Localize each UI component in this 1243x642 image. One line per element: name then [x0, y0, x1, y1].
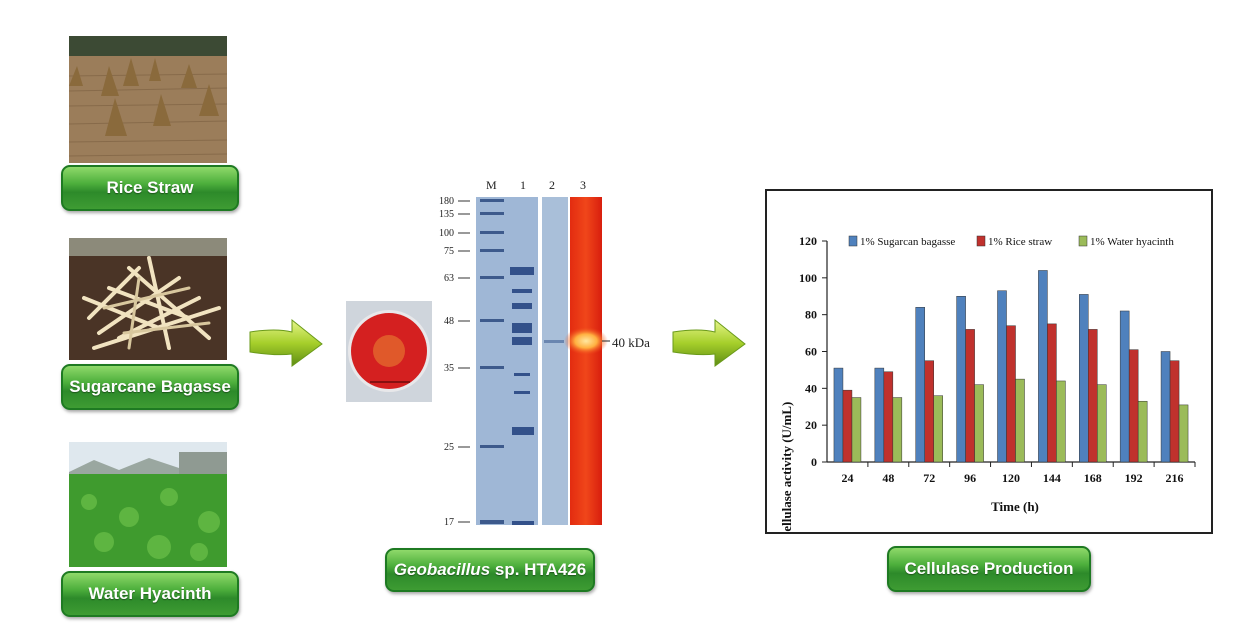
organism-label: Geobacillus sp. HTA426 — [385, 548, 595, 592]
gel-lane-label: M — [486, 178, 497, 192]
arrow-right-icon — [672, 318, 746, 367]
arrow-right-icon — [249, 318, 323, 367]
bar — [965, 329, 975, 463]
y-tick-label: 120 — [799, 234, 817, 248]
y-tick-label: 40 — [805, 381, 817, 395]
gel-lane-label: 1 — [520, 178, 526, 192]
bar — [833, 367, 844, 463]
bar — [1038, 270, 1048, 463]
marker-size-label: 135 — [439, 209, 454, 220]
bar — [874, 367, 885, 463]
bar — [1178, 404, 1189, 463]
marker-size-label: 100 — [439, 228, 454, 239]
x-tick-label: 24 — [841, 471, 853, 485]
y-tick-label: 100 — [799, 271, 817, 285]
water-hyacinth-photo — [69, 442, 227, 567]
marker-size-label: 17 — [444, 517, 454, 528]
band-size-label: 40 kDa — [612, 335, 650, 350]
x-tick-label: 120 — [1002, 471, 1020, 485]
bar — [974, 384, 984, 463]
legend-label: 1% Rice straw — [988, 236, 1052, 248]
sugarcane-bagasse-label: Sugarcane Bagasse — [61, 364, 239, 410]
marker-size-label: 75 — [444, 246, 454, 257]
marker-size-label: 48 — [444, 316, 454, 327]
product-label: Cellulase Production — [887, 546, 1091, 592]
bar — [1119, 310, 1130, 463]
x-tick-label: 72 — [923, 471, 935, 485]
bar — [1128, 349, 1139, 463]
marker-size-label: 35 — [444, 363, 454, 374]
sds-page-gel — [458, 197, 610, 525]
bar — [1160, 351, 1171, 463]
y-tick-label: 80 — [805, 308, 817, 322]
bar — [1006, 325, 1016, 463]
y-tick-label: 20 — [805, 418, 817, 432]
bar — [1137, 400, 1148, 463]
organism-strain: sp. HTA426 — [490, 560, 587, 579]
rice-straw-label: Rice Straw — [61, 165, 239, 211]
marker-size-label: 63 — [444, 273, 454, 284]
bar — [883, 371, 894, 463]
petri-dish-image — [346, 301, 432, 402]
x-tick-label: 216 — [1166, 471, 1184, 485]
x-tick-label: 192 — [1125, 471, 1143, 485]
bar — [1015, 378, 1025, 463]
marker-size-label: 180 — [439, 196, 454, 207]
x-tick-label: 96 — [964, 471, 976, 485]
x-tick-label: 144 — [1043, 471, 1061, 485]
gel-lane-label: 2 — [549, 178, 555, 192]
bar — [1088, 329, 1098, 463]
x-tick-label: 168 — [1084, 471, 1102, 485]
bar — [997, 290, 1007, 463]
gel-lane-label: 3 — [580, 178, 586, 192]
bar — [915, 307, 925, 463]
legend-swatch — [976, 235, 986, 247]
y-tick-label: 0 — [811, 455, 817, 469]
bar — [1047, 323, 1057, 463]
y-tick-label: 60 — [805, 345, 817, 359]
legend-swatch — [1078, 235, 1088, 247]
organism-genus: Geobacillus — [393, 560, 491, 579]
legend-swatch — [848, 235, 858, 247]
bar — [1056, 380, 1066, 463]
legend-label: 1% Water hyacinth — [1090, 236, 1174, 248]
bar — [1169, 360, 1180, 463]
bar — [1097, 384, 1107, 463]
y-axis-label: Cellulase activity (U/mL) — [779, 402, 794, 532]
bar — [842, 389, 853, 463]
cellulase-bar-chart: Cellulase activity (U/mL) Time (h) 0 20 40… — [779, 234, 1196, 532]
legend-label: 1% Sugarcan bagasse — [860, 236, 955, 248]
bar — [956, 296, 966, 463]
bar — [933, 395, 943, 463]
x-tick-label: 48 — [882, 471, 894, 485]
x-axis-label: Time (h) — [991, 499, 1039, 514]
bar — [851, 397, 862, 463]
marker-size-label: 25 — [444, 442, 454, 453]
rice-straw-photo — [69, 36, 227, 163]
bar — [924, 360, 934, 463]
water-hyacinth-label: Water Hyacinth — [61, 571, 239, 617]
bar — [1079, 294, 1089, 463]
bar — [892, 397, 903, 463]
sugarcane-bagasse-photo — [69, 238, 227, 360]
